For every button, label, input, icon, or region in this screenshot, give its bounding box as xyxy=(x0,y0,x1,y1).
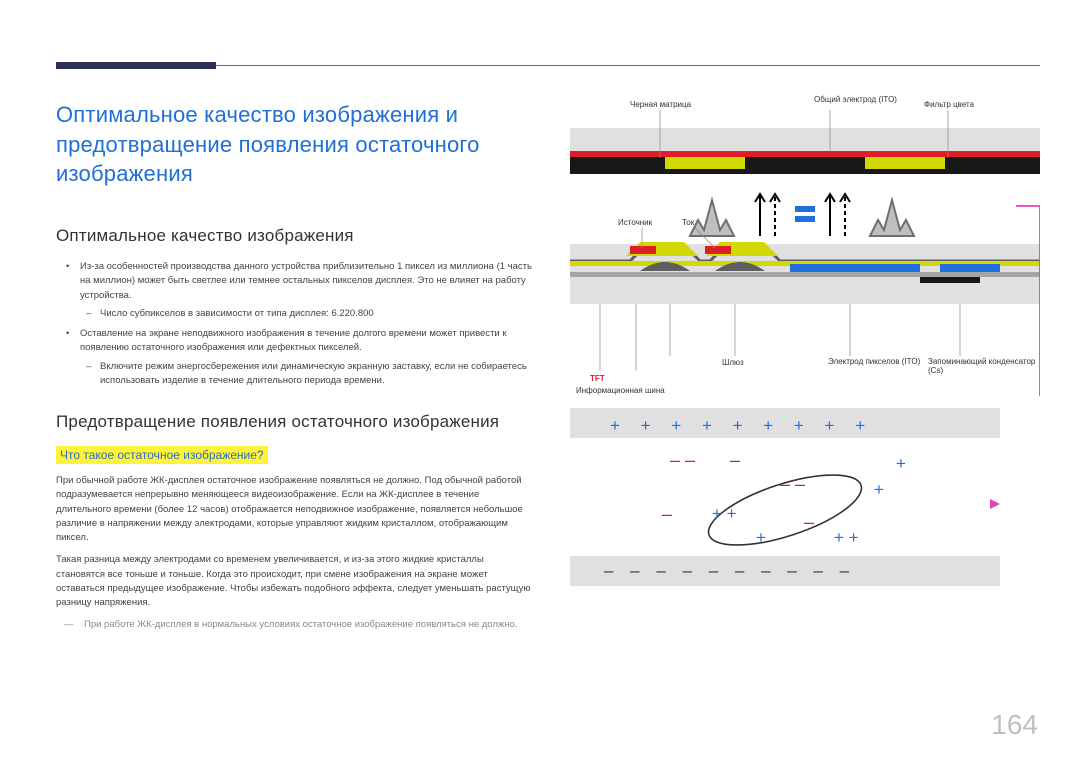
label-tft: TFT xyxy=(590,374,605,383)
diagram-cross-section: Черная матрица Общий электрод (ITO) Филь… xyxy=(570,96,1040,396)
bullet-item: Из-за особенностей производства данного … xyxy=(56,260,532,321)
section1-heading: Оптимальное качество изображения xyxy=(56,226,532,246)
section2-subheading: Что такое остаточное изображение? xyxy=(56,446,268,464)
label-data-line: Информационная шина xyxy=(576,386,665,395)
label-black-matrix: Черная матрица xyxy=(630,100,691,109)
label-pixel-ito: Электрод пикселов (ITO) xyxy=(828,358,920,367)
minus-row: – – – – – – – – – – xyxy=(604,561,974,581)
label-storage-cap: Запоминающий конденсатор (Cs) xyxy=(928,358,1040,376)
label-drain: Ток xyxy=(682,218,694,227)
plus-row: + + + + + + + + + xyxy=(610,416,970,436)
section2: Предотвращение появления остаточного изо… xyxy=(56,412,532,633)
bullet-item: Оставление на экране неподвижного изобра… xyxy=(56,327,532,388)
section2-note: При работе ЖК-дисплея в нормальных услов… xyxy=(56,618,532,632)
page-number: 164 xyxy=(991,709,1038,741)
left-column: Оптимальное качество изображения Из-за о… xyxy=(56,226,532,633)
sub-bullet-item: Число субпикселов в зависимости от типа … xyxy=(80,307,532,321)
header-rule xyxy=(56,65,1040,66)
section1-bullets: Из-за особенностей производства данного … xyxy=(56,260,532,388)
sub-bullet-item: Включите режим энергосбережения или дина… xyxy=(80,360,532,389)
body-paragraph: При обычной работе ЖК-дисплея остаточное… xyxy=(56,474,532,545)
label-color-filter: Фильтр цвета xyxy=(924,100,974,109)
label-common-ito: Общий электрод (ITO) xyxy=(814,96,897,105)
label-source: Источник xyxy=(618,218,652,227)
body-paragraph: Такая разница между электродами со време… xyxy=(56,553,532,610)
section2-heading: Предотвращение появления остаточного изо… xyxy=(56,412,532,432)
page-title: Оптимальное качество изображения и предо… xyxy=(56,100,516,189)
label-gate: Шлюз xyxy=(722,358,744,367)
diagram-charge: + + + + + + + + + – – – – – – – – – – – … xyxy=(570,404,1040,594)
